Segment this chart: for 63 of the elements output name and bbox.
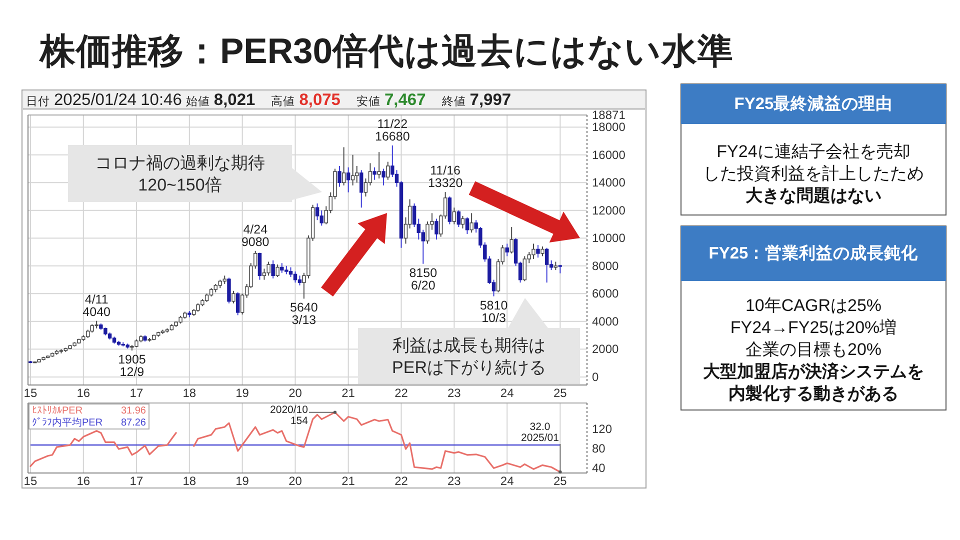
x-tick-label: 16 [76, 474, 90, 488]
text: FY24→FY25は20%増 [730, 318, 897, 337]
annotation: 1905 12/9 [118, 352, 146, 380]
x-tick-label: 19 [236, 386, 250, 400]
annotation: 2020/10 154 [270, 404, 308, 427]
y-tick-label: 12000 [592, 203, 626, 218]
annotation: 11/16 13320 [428, 164, 463, 190]
annotation: 32.0 2025/01 [521, 421, 560, 444]
annotation: 5640 3/13 [290, 300, 318, 328]
x-tick-label: 21 [342, 386, 356, 400]
annotation: 8150 6/20 [409, 266, 438, 292]
x-tick-label: 18 [182, 474, 196, 488]
text: FY25：営業利益の成長鈍化 [708, 244, 920, 262]
y-tick-label: 18871 [592, 108, 626, 122]
x-tick-label: 25 [553, 386, 568, 400]
x-tick-label: 20 [288, 474, 302, 488]
x-tick-label: 17 [130, 386, 144, 400]
x-tick-label: 22 [394, 474, 408, 488]
x-tick-label: 20 [288, 386, 302, 400]
x-tick-label: 23 [447, 386, 462, 400]
y-tick-label: 120 [592, 422, 612, 436]
header: 日付 2025/01/24 10:46 始値 8,021 高値 8,075 安値 7,467 終値 7,997 [22, 91, 646, 110]
annotation: 11/22 16680 [375, 116, 410, 144]
y-tick-label: 10000 [592, 231, 626, 246]
annotation: 4/24 9080 [241, 222, 270, 249]
callout: コロナ禍の過剰な期待 120~150倍 [68, 145, 322, 202]
y-tick-label: 8000 [592, 258, 620, 273]
x-tick-label: 15 [24, 474, 38, 488]
y-tick-label: 18000 [592, 120, 626, 134]
x-tick-label: 25 [553, 474, 568, 488]
ref-line-label: ｸﾞﾗﾌ内平均PER 87.26 [32, 417, 146, 428]
y-tick-label: 2000 [592, 342, 620, 356]
y-tick-label: 14000 [592, 176, 626, 190]
annotation: 5810 10/3 [480, 298, 508, 325]
y-tick-label: 6000 [592, 286, 620, 301]
y-tick-label: 80 [592, 442, 606, 456]
text: 企業の目標も20% [745, 340, 882, 359]
y-tick-label: 4000 [592, 314, 620, 328]
text: 大きな問題はない [746, 186, 882, 205]
x-tick-label: 19 [236, 474, 250, 488]
x-tick-label: 17 [130, 474, 144, 488]
y-tick-label: 16000 [592, 148, 626, 162]
x-tick-label: 24 [500, 386, 514, 400]
x-tick-label: 22 [394, 386, 408, 400]
y-tick-label: 0 [592, 370, 599, 384]
chart-title: 株価推移：PER30倍代は過去にはない水準 [38, 31, 734, 71]
y-tick-label: 40 [592, 461, 606, 476]
text: FY25最終減益の理由 [734, 94, 893, 113]
x-tick-label: 23 [447, 474, 462, 488]
annotation: 利益は成長も期待は PERは下がり続ける [392, 336, 546, 376]
x-tick-label: 21 [342, 474, 356, 488]
text: 10年CAGRは25% [745, 296, 882, 315]
x-tick-label: 16 [76, 386, 90, 400]
text: 内製化する動きがある [728, 384, 898, 403]
annotation: コロナ禍の過剰な期待 120~150倍 [95, 153, 265, 194]
text: した投資利益を計上したため [703, 164, 924, 183]
text: 大型加盟店が決済システムを [703, 362, 924, 381]
x-tick-label: 18 [182, 386, 196, 400]
annotation: 4/11 4040 [82, 292, 111, 319]
series-label: ﾋｽﾄﾘｶﾙPER 31.96 [32, 405, 146, 416]
text: FY24に連結子会社を売却 [716, 142, 910, 161]
x-tick-label: 15 [24, 386, 38, 400]
x-tick-label: 24 [500, 474, 514, 488]
